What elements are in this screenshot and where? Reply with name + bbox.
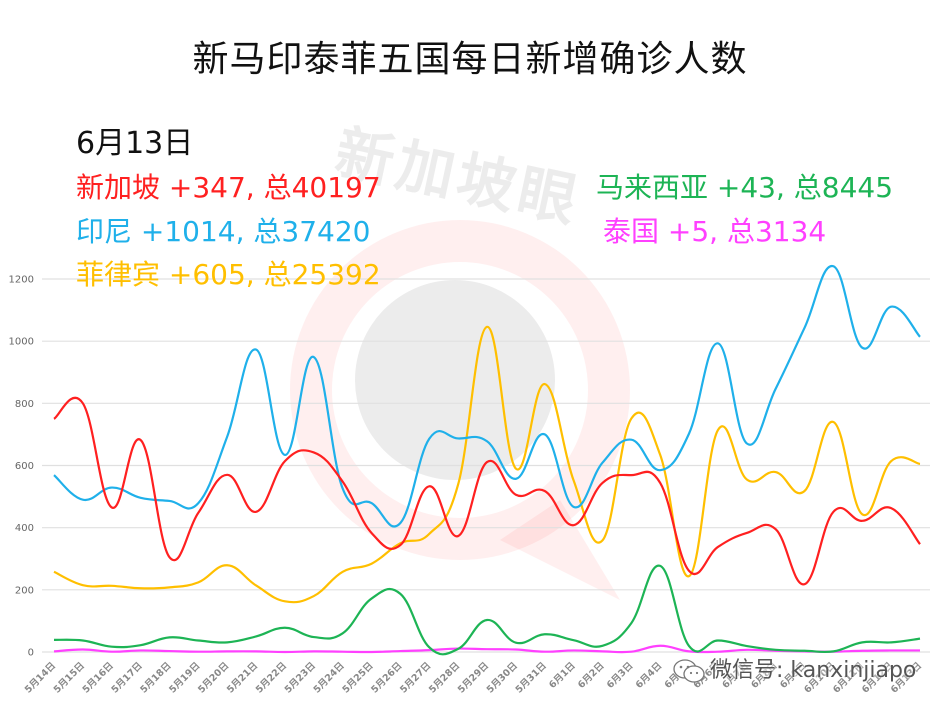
legend-thailand: 泰国 +5, 总3134 <box>603 215 827 248</box>
legend-singapore: 新加坡 +347, 总40197 <box>76 171 381 204</box>
x-tick-label: 5月24日 <box>312 660 347 695</box>
legend-indonesia: 印尼 +1014, 总37420 <box>76 215 371 248</box>
wechat-id: 微信号: kanxinjiapo <box>710 658 917 683</box>
chart-series <box>53 265 921 656</box>
x-tick-label: 5月18日 <box>138 660 173 695</box>
y-tick-label: 1200 <box>9 275 34 286</box>
x-tick-label: 6月1日 <box>547 660 578 691</box>
x-tick-label: 5月22日 <box>254 660 289 695</box>
x-tick-label: 6月3日 <box>605 660 636 691</box>
y-tick-label: 800 <box>15 399 34 410</box>
series-line <box>53 564 921 656</box>
legend-philippines: 菲律宾 +605, 总25392 <box>76 258 381 291</box>
y-tick-label: 400 <box>15 523 34 534</box>
x-tick-label: 5月28日 <box>427 660 462 695</box>
y-axis-ticks: 0 200 400 600 800 1000 1200 <box>9 275 34 659</box>
watermark-logo-icon <box>290 220 630 600</box>
x-tick-label: 5月31日 <box>514 660 549 695</box>
series-line <box>53 325 921 604</box>
series-line <box>53 396 921 586</box>
chart-title: 新马印泰菲五国每日新增确诊人数 <box>192 39 748 80</box>
x-tick-label: 5月26日 <box>369 660 404 695</box>
chart-date: 6月13日 <box>76 126 194 161</box>
wechat-icon <box>673 659 705 683</box>
wechat-footer: 微信号: kanxinjiapo <box>672 652 916 684</box>
x-tick-label: 5月20日 <box>196 660 231 695</box>
series-line <box>53 265 921 528</box>
y-tick-label: 0 <box>28 648 34 659</box>
x-tick-label: 6月4日 <box>634 660 665 691</box>
legend-malaysia: 马来西亚 +43, 总8445 <box>596 171 894 204</box>
y-tick-label: 200 <box>15 585 34 596</box>
y-tick-label: 600 <box>15 461 34 472</box>
y-tick-label: 1000 <box>9 337 34 348</box>
x-tick-label: 6月2日 <box>576 660 607 691</box>
